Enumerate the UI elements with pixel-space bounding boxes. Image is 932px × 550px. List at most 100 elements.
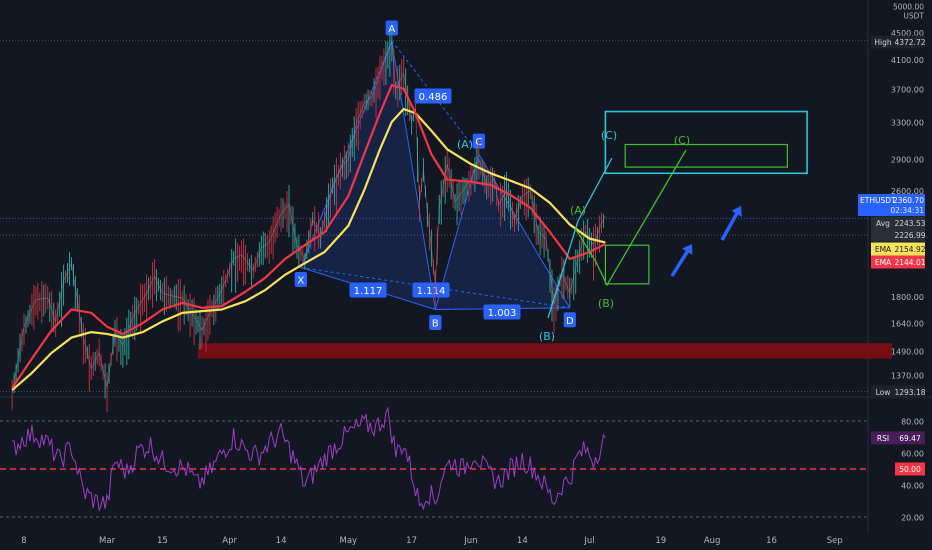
y-tick-top: 5000.00 xyxy=(893,3,924,12)
ema-lines xyxy=(11,83,606,391)
pattern-ratio: 1.117 xyxy=(349,282,387,298)
pattern-label-text: 0.486 xyxy=(419,92,448,103)
pattern-label-text: D xyxy=(566,316,574,327)
pattern-ratio: 1.003 xyxy=(483,304,521,320)
ema-tag-2: EMA 2144.01 xyxy=(871,255,926,269)
pattern-ratio: 0.486 xyxy=(414,88,452,104)
y-tick-text: 4500.00 xyxy=(891,29,924,38)
wave-path-cyan xyxy=(547,157,613,319)
ema-line-1 xyxy=(11,107,606,391)
wave-label: (C) xyxy=(674,134,690,147)
y-tick-text: 3700.00 xyxy=(891,85,924,94)
pattern-point-x: X xyxy=(294,271,307,287)
y-tick: 4100.00 xyxy=(891,56,924,65)
pattern-label-text: B xyxy=(432,318,439,329)
x-tick: 14 xyxy=(517,536,528,546)
rsi-value-tag: RSI 69.47 xyxy=(871,431,925,445)
x-tick: 8 xyxy=(21,536,26,546)
y-tick: 3700.00 xyxy=(891,85,924,94)
y-tick-text: 1490.00 xyxy=(891,347,924,356)
x-tick: 15 xyxy=(157,536,168,546)
rsi-tick-text: 80.00 xyxy=(901,418,924,427)
target-zone-small xyxy=(604,244,650,285)
pattern-ratio: 1.114 xyxy=(412,282,450,298)
rsi-tick-text: 40.00 xyxy=(901,482,924,491)
avg-tag: Avg 2243.53 xyxy=(871,216,926,230)
rsi-level-tag: 50.00 xyxy=(895,462,925,476)
rsi-value-tag-value: 69.47 xyxy=(899,434,921,443)
x-tick: 19 xyxy=(655,536,666,546)
rsi-value-tag-label: RSI xyxy=(877,434,889,443)
y-tick: 1490.00 xyxy=(891,347,924,356)
wave-label: (C) xyxy=(601,129,617,142)
ema-tag-2-value: 2144.01 xyxy=(894,258,925,267)
time-axis[interactable]: 8 Mar 15 Apr 14 May 17 Jun 14 Jul 19 Aug 16 Sep xyxy=(21,536,843,546)
level-tag: 2226.99 xyxy=(871,228,926,242)
last-price-symbol: ETHUSDT xyxy=(860,196,896,205)
y-unit-label: USDT xyxy=(903,12,924,21)
x-tick: Mar xyxy=(99,536,116,546)
price-series xyxy=(11,30,606,413)
support-zone xyxy=(198,343,892,359)
y-tick: 4500.00 xyxy=(891,29,924,38)
wave-drawings: (A) (B) (C) (A) (B) (C) xyxy=(457,129,742,343)
y-tick: 2900.00 xyxy=(891,156,924,165)
up-arrow-2 xyxy=(720,206,742,241)
rsi-tick-text: 60.00 xyxy=(901,450,924,459)
y-tick: 1800.00 xyxy=(891,293,924,302)
pattern-point-b: B xyxy=(429,314,442,330)
low-tag: Low 1293.18 xyxy=(871,385,926,399)
high-tag-value: 4372.72 xyxy=(894,38,925,47)
rsi-line xyxy=(12,406,606,513)
low-tag-label: Low xyxy=(876,388,891,397)
ema-tag-1-label: EMA xyxy=(875,245,892,254)
ema-line-2 xyxy=(11,83,606,389)
high-tag: High 4372.72 xyxy=(871,35,926,49)
x-tick: 17 xyxy=(406,536,417,546)
ema-tag-1: EMA 2154.92 xyxy=(871,242,926,256)
rsi-pane xyxy=(0,406,868,518)
wave-label: (B) xyxy=(539,330,555,343)
y-tick: 3300.00 xyxy=(891,118,924,127)
y-tick-text: 1640.00 xyxy=(891,320,924,329)
pattern-point-a: A xyxy=(385,20,398,36)
drawings-zones xyxy=(198,110,892,359)
rsi-tick: 20.00 xyxy=(901,514,924,523)
ema-tag-2-label: EMA xyxy=(875,258,892,267)
pattern-label-text: 1.114 xyxy=(417,286,446,297)
grid xyxy=(0,0,932,532)
last-price-countdown: 02:34:31 xyxy=(890,206,924,215)
last-price-value: 2360.70 xyxy=(893,196,924,205)
x-tick: Jul xyxy=(583,536,594,546)
rsi-tick: 60.00 xyxy=(901,450,924,459)
x-tick: May xyxy=(340,536,358,546)
price-line xyxy=(11,41,606,393)
x-tick: Jun xyxy=(463,536,477,546)
y-tick: 1370.00 xyxy=(891,372,924,381)
pattern-label-text: X xyxy=(297,275,304,286)
low-tag-value: 1293.18 xyxy=(894,388,925,397)
y-tick-text: 1800.00 xyxy=(891,293,924,302)
x-tick: Apr xyxy=(222,536,237,546)
rsi-tick: 80.00 xyxy=(901,418,924,427)
avg-tag-value: 2243.53 xyxy=(894,219,925,228)
pattern-label-text: A xyxy=(388,24,395,35)
rsi-level-value: 50.00 xyxy=(899,465,921,474)
up-arrow-1 xyxy=(670,244,693,277)
level-tag-value: 2226.99 xyxy=(894,231,925,240)
ema-tag-1-value: 2154.92 xyxy=(894,245,925,254)
x-tick: Aug xyxy=(704,536,721,546)
rsi-tick: 40.00 xyxy=(901,482,924,491)
y-tick-text: 3300.00 xyxy=(891,118,924,127)
y-tick: 2600.00 xyxy=(891,187,924,196)
pattern-label-text: 1.117 xyxy=(354,286,383,297)
avg-tag-label: Avg xyxy=(876,219,890,228)
wave-label: (A) xyxy=(570,204,586,217)
high-tag-label: High xyxy=(874,38,891,47)
pattern-label-text: 1.003 xyxy=(488,308,517,319)
wave-label: (B) xyxy=(598,297,614,310)
